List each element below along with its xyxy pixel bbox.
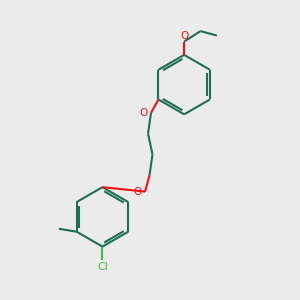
Text: Cl: Cl <box>97 262 108 272</box>
Text: O: O <box>140 108 148 118</box>
Text: O: O <box>180 31 188 41</box>
Text: O: O <box>134 187 142 196</box>
